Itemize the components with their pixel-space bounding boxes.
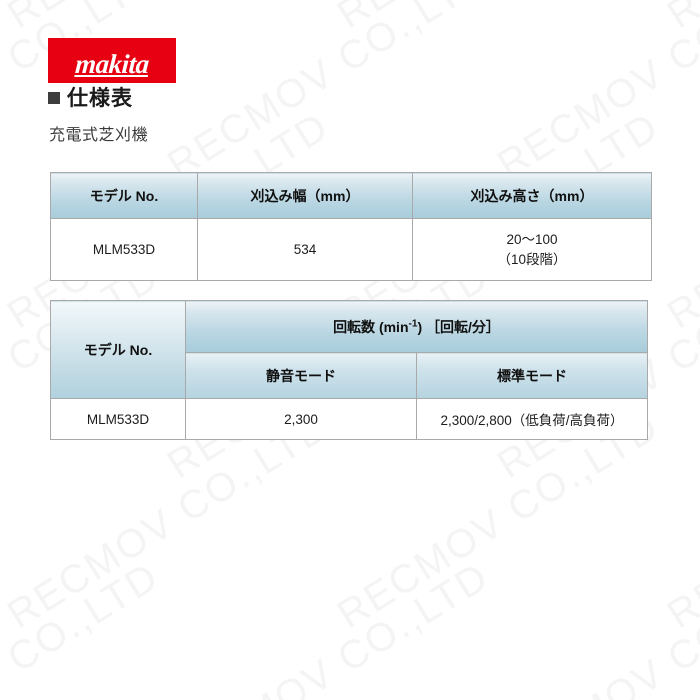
page-title-text: 仕様表 [67, 87, 133, 110]
makita-logo-text: makita [74, 49, 151, 79]
square-bullet-icon [48, 92, 60, 104]
cell-quiet-rpm: 2,300 [185, 398, 417, 440]
rpm-spec-table-head: モデル No. 回転数 (min-1) ［回転/分］ 静音モード 標準モード [50, 300, 648, 399]
col-header-cutting-width: 刈込み幅（mm） [197, 172, 413, 219]
table-header-row: モデル No. 刈込み幅（mm） 刈込み高さ（mm） [50, 172, 652, 219]
cell-model: MLM533D [50, 398, 186, 440]
col-header-quiet-mode: 静音モード [185, 352, 417, 399]
rotation-speed-label-tail: ) ［回転/分］ [417, 318, 500, 335]
col-header-rotation-speed: 回転数 (min-1) ［回転/分］ [185, 300, 648, 353]
table-header-row-group: モデル No. 回転数 (min-1) ［回転/分］ [50, 300, 648, 399]
cell-cutting-height: 20〜100 （10段階） [412, 218, 652, 281]
col-header-model: モデル No. [50, 172, 198, 219]
cutting-spec-table-body: MLM533D 534 20〜100 （10段階） [50, 218, 652, 281]
table-header-row-sub: 静音モード 標準モード [51, 352, 648, 399]
col-header-standard-mode: 標準モード [416, 352, 648, 399]
cutting-height-steps: （10段階） [497, 251, 567, 267]
col-header-model: モデル No. [50, 300, 186, 399]
rpm-spec-table: モデル No. 回転数 (min-1) ［回転/分］ 静音モード 標準モード M… [50, 300, 648, 440]
cutting-height-range: 20〜100 [506, 231, 558, 247]
cutting-spec-table-head: モデル No. 刈込み幅（mm） 刈込み高さ（mm） [50, 172, 652, 219]
page-title: 仕様表 [48, 88, 133, 109]
makita-logo: makita [48, 38, 176, 83]
cell-model: MLM533D [50, 218, 198, 281]
cell-cutting-height-lines: 20〜100 （10段階） [413, 230, 651, 269]
rotation-speed-label-main: 回転数 (min [333, 318, 409, 335]
product-category-label: 充電式芝刈機 [49, 127, 149, 144]
rotation-speed-exponent: -1 [408, 317, 418, 329]
cutting-spec-table: モデル No. 刈込み幅（mm） 刈込み高さ（mm） MLM533D 534 2… [50, 172, 652, 281]
col-header-cutting-height: 刈込み高さ（mm） [412, 172, 652, 219]
cell-standard-rpm: 2,300/2,800（低負荷/高負荷） [416, 398, 648, 440]
table-row: MLM533D 534 20〜100 （10段階） [50, 218, 652, 281]
table-row: MLM533D 2,300 2,300/2,800（低負荷/高負荷） [50, 398, 648, 440]
rpm-spec-table-body: MLM533D 2,300 2,300/2,800（低負荷/高負荷） [50, 398, 648, 440]
cell-cutting-width: 534 [197, 218, 413, 281]
